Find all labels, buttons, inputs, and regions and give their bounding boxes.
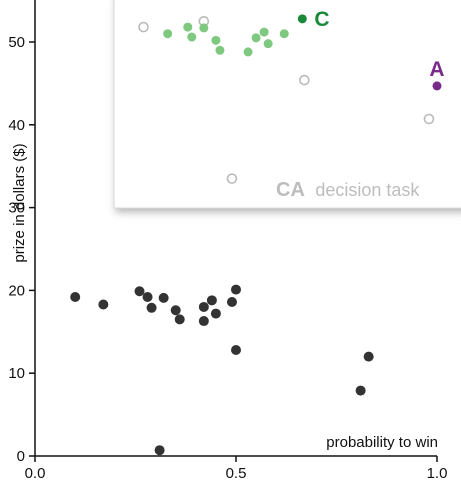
- inset-green-point: [199, 23, 209, 33]
- data-point: [142, 292, 153, 303]
- marker-point-c: [297, 14, 307, 24]
- inset-green-point: [163, 29, 173, 39]
- data-point: [146, 302, 157, 313]
- data-point: [198, 301, 209, 312]
- inset-green-point: [243, 47, 253, 57]
- y-tick-label: 40: [8, 117, 25, 134]
- data-point: [231, 345, 241, 356]
- inset-gray-point: [226, 173, 238, 184]
- y-tick-label: 30: [8, 200, 25, 217]
- x-ticks: 0.0 0.5 1.0: [25, 456, 448, 482]
- data-point: [70, 292, 81, 303]
- y-tick-label: 0: [17, 448, 25, 465]
- data-point: [363, 351, 374, 362]
- inset-green-point: [187, 32, 197, 42]
- inset-green-point: [259, 27, 269, 37]
- x-tick-label: 1.0: [427, 465, 448, 482]
- inset-green-point: [215, 45, 225, 55]
- inset-gray-point: [299, 74, 310, 86]
- x-tick-label: 0.0: [25, 465, 46, 482]
- data-point: [170, 305, 181, 316]
- main-points: [70, 284, 374, 456]
- inset-title-rest: decision task: [315, 180, 420, 200]
- inset-green-point: [183, 22, 193, 32]
- data-point: [154, 445, 165, 456]
- marker-point-a: [432, 81, 442, 91]
- data-point: [355, 385, 366, 396]
- data-point: [134, 286, 145, 297]
- inset-gray-point: [138, 21, 149, 33]
- data-point: [158, 292, 169, 303]
- inset-gray-point: [423, 113, 435, 125]
- inset-green-point: [211, 35, 221, 45]
- y-axis-title: prize in dollars ($): [11, 143, 28, 262]
- inset-green-point: [263, 39, 273, 49]
- y-tick-label: 50: [8, 34, 25, 51]
- data-point: [231, 284, 241, 295]
- y-tick-label: 20: [8, 282, 25, 299]
- marker-label-c: C: [314, 8, 329, 31]
- inset-points: [138, 14, 442, 184]
- data-point: [210, 308, 221, 319]
- data-point: [198, 316, 209, 327]
- y-tick-label: 10: [8, 365, 25, 382]
- data-point: [98, 299, 109, 310]
- data-point: [206, 295, 217, 306]
- x-axis-title: probability to win: [326, 434, 438, 451]
- inset-green-point: [279, 29, 289, 39]
- y-ticks: 0 10 20 30 40 50: [8, 34, 35, 465]
- x-tick-label: 0.5: [226, 465, 247, 482]
- inset-title-strong: CA: [276, 179, 305, 201]
- marker-label-a: A: [429, 58, 444, 81]
- inset-title: CA decision task: [276, 179, 420, 201]
- data-point: [174, 314, 185, 325]
- inset-green-point: [251, 33, 261, 43]
- data-point: [226, 296, 237, 307]
